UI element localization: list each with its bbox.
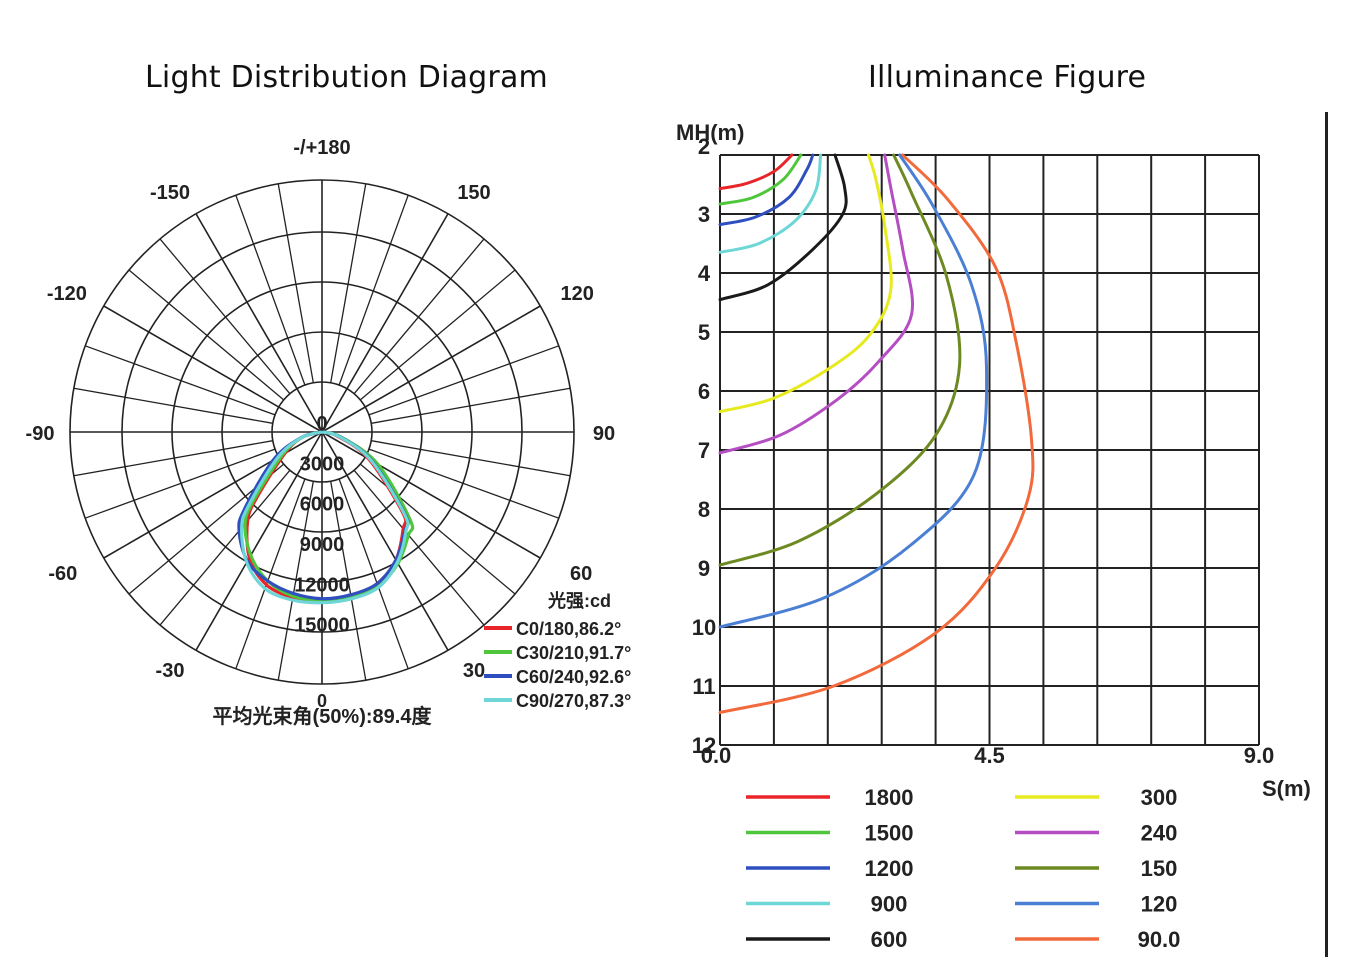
illum-contour-1500 — [718, 153, 803, 206]
illum-legend-label: 1200 — [865, 856, 914, 881]
illum-y-tick-label: 12 — [692, 733, 716, 758]
polar-radial-label: 15000 — [294, 615, 350, 637]
polar-angle-label: 0 — [317, 691, 327, 711]
illum-y-tick-label: 10 — [692, 615, 716, 640]
polar-radial-label: 3000 — [300, 453, 345, 475]
polar-spoke — [84, 448, 276, 519]
illum-legend-label: 1500 — [865, 821, 914, 846]
polar-spoke — [321, 431, 541, 559]
polar-angle-label: -/+180 — [293, 137, 350, 159]
polar-spoke — [73, 440, 273, 477]
illum-y-tick-label: 6 — [698, 379, 710, 404]
polar-spoke — [235, 194, 306, 386]
polar-spoke — [159, 238, 291, 395]
polar-angle-label: 120 — [560, 283, 593, 305]
polar-spoke — [371, 440, 571, 477]
polar-angle-label: 150 — [457, 182, 490, 204]
polar-spoke — [353, 238, 485, 395]
polar-spoke — [73, 387, 273, 424]
polar-legend-label: C90/270,87.3° — [516, 691, 631, 711]
illum-contour-120 — [718, 153, 989, 629]
polar-spoke — [321, 431, 449, 651]
polar-spoke — [235, 478, 306, 670]
illum-contour-150 — [718, 153, 962, 567]
polar-angle-label: 90 — [593, 423, 615, 445]
illum-y-tick-label: 8 — [698, 497, 710, 522]
polar-spoke — [353, 469, 485, 626]
polar-angle-label: -60 — [48, 563, 77, 585]
illum-contour-1800 — [718, 153, 794, 191]
polar-spoke — [195, 431, 323, 651]
polar-legend-label: C30/210,91.7° — [516, 643, 631, 663]
illum-contour-300 — [718, 153, 893, 414]
illum-contour-900 — [718, 153, 823, 254]
polar-spoke — [359, 269, 516, 401]
illum-y-tick-label: 4 — [698, 261, 711, 286]
illum-x-tick-label: 4.5 — [974, 743, 1005, 768]
illum-y-tick-label: 7 — [698, 438, 710, 463]
illuminance-chart-title: Illuminance Figure — [868, 60, 1147, 95]
polar-angle-label: 30 — [463, 660, 485, 682]
polar-radial-label: 12000 — [294, 574, 350, 596]
illum-legend-label: 120 — [1141, 892, 1178, 917]
polar-angle-label: 60 — [570, 563, 592, 585]
illum-contour-240 — [718, 153, 914, 455]
illum-contour-1200 — [718, 153, 815, 227]
illum-y-tick-label: 2 — [698, 134, 710, 159]
illum-x-axis-title: S(m) — [1262, 776, 1311, 801]
polar-spoke — [277, 481, 314, 681]
polar-spoke — [103, 305, 323, 433]
polar-spoke — [159, 469, 291, 626]
polar-legend-title: 光强:cd — [547, 590, 611, 611]
polar-radial-label: 0 — [316, 413, 327, 435]
illum-contour-90-0 — [718, 153, 1035, 714]
polar-spoke — [330, 183, 367, 383]
polar-curve-c90 — [240, 430, 410, 605]
panel-divider — [1325, 112, 1328, 957]
polar-spoke — [195, 213, 323, 433]
polar-beam-angle-footer: 平均光束角(50%):89.4度 — [213, 704, 433, 728]
polar-radial-label: 9000 — [300, 534, 345, 556]
illum-x-tick-label: 0.0 — [701, 743, 732, 768]
illum-legend-label: 150 — [1141, 856, 1178, 881]
polar-angle-label: -30 — [156, 660, 185, 682]
polar-spoke — [371, 387, 571, 424]
illum-x-tick-label: 9.0 — [1244, 743, 1275, 768]
polar-spoke — [338, 478, 409, 670]
illum-legend-label: 300 — [1141, 785, 1178, 810]
polar-spoke — [338, 194, 409, 386]
polar-spoke — [368, 345, 560, 416]
illum-y-tick-label: 9 — [698, 556, 710, 581]
illum-y-tick-label: 5 — [698, 320, 710, 345]
polar-spoke — [368, 448, 560, 519]
polar-legend-label: C0/180,86.2° — [516, 619, 621, 639]
polar-spoke — [359, 463, 516, 595]
polar-radial-label: 6000 — [300, 494, 345, 516]
polar-angle-label: -120 — [47, 283, 87, 305]
illum-legend-label: 90.0 — [1138, 927, 1181, 952]
polar-spoke — [321, 305, 541, 433]
polar-spoke — [84, 345, 276, 416]
illum-y-tick-label: 3 — [698, 202, 710, 227]
polar-spoke — [330, 481, 367, 681]
polar-angle-label: -90 — [26, 423, 55, 445]
polar-spoke — [321, 213, 449, 433]
illum-legend-label: 240 — [1141, 821, 1178, 846]
illum-contour-600 — [718, 153, 848, 302]
polar-legend-label: C60/240,92.6° — [516, 667, 631, 687]
illum-legend-label: 600 — [871, 927, 908, 952]
polar-spoke — [277, 183, 314, 383]
illum-legend-label: 900 — [871, 892, 908, 917]
polar-spoke — [128, 269, 285, 401]
illum-y-axis-title: MH(m) — [676, 120, 744, 145]
illum-legend-label: 1800 — [865, 785, 914, 810]
polar-angle-label: -150 — [150, 182, 190, 204]
polar-chart-title: Light Distribution Diagram — [145, 60, 548, 95]
illum-y-tick-label: 11 — [692, 674, 715, 699]
